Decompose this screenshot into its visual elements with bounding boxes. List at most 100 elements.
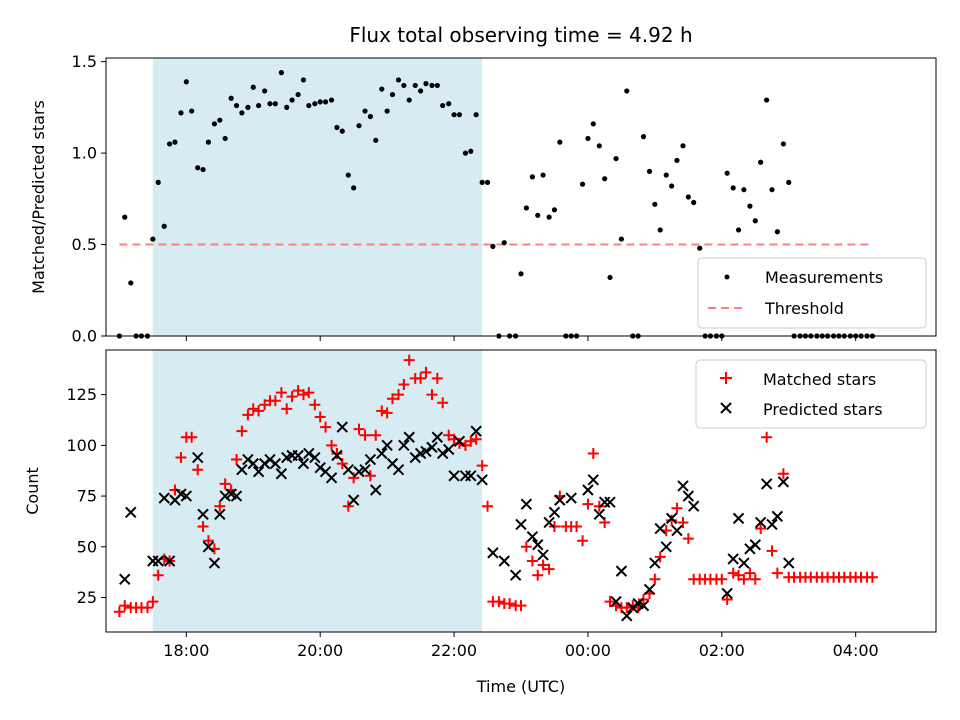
matched-star-point — [247, 403, 259, 415]
matched-star-point — [431, 372, 443, 384]
measurement-point — [697, 245, 703, 251]
predicted-star-point — [325, 472, 338, 484]
measurement-point — [685, 194, 691, 200]
predicted-star-point — [777, 476, 790, 488]
measurement-point — [155, 179, 161, 185]
measurement-point — [434, 82, 440, 89]
measurement-point — [211, 121, 218, 127]
predicted-star-point — [526, 530, 539, 543]
measurement-point — [451, 112, 457, 118]
measurement-point — [741, 187, 747, 193]
measurement-point — [546, 214, 552, 220]
measurement-point — [602, 176, 608, 182]
top-legend-box — [697, 257, 927, 329]
bottom-x-ticks: 18:00 20:00 22:00 00:00 02:00 04:00 — [163, 632, 879, 660]
predicted-star-point — [275, 468, 288, 480]
matched-star-point — [370, 429, 382, 441]
measurement-point — [646, 168, 653, 174]
matched-star-point — [482, 500, 494, 512]
matched-star-point — [152, 569, 164, 581]
predicted-star-point — [537, 549, 549, 561]
matched-star-point — [465, 435, 477, 447]
measurement-point — [339, 128, 345, 134]
measurement-point — [680, 143, 686, 149]
measurement-point — [195, 165, 201, 171]
matched-star-point — [303, 387, 315, 399]
matched-star-point — [286, 391, 298, 403]
predicted-star-point — [465, 470, 477, 482]
predicted-star-point — [336, 421, 348, 433]
predicted-star-point — [515, 518, 527, 531]
measurement-point — [663, 172, 669, 178]
measurement-point — [764, 97, 770, 103]
matched-star-point — [470, 433, 482, 445]
measurement-point — [462, 150, 469, 156]
matched-star-point — [386, 393, 398, 405]
matched-star-point — [219, 478, 231, 490]
predicted-star-point — [448, 470, 460, 482]
predicted-star-point — [208, 557, 221, 569]
measurement-point — [295, 91, 301, 98]
x-tick-label: 20:00 — [297, 641, 343, 660]
predicted-star-point — [392, 463, 405, 476]
matched-star-point — [275, 387, 287, 399]
measurement-point — [200, 166, 206, 173]
predicted-star-point — [643, 583, 656, 596]
predicted-star-point — [660, 541, 672, 553]
measurement-point — [786, 179, 792, 185]
matched-star-point — [654, 551, 666, 563]
bottom-axes-frame — [105, 349, 937, 633]
measurement-point — [585, 135, 591, 142]
predicted-star-point — [247, 457, 259, 470]
top-axes-frame — [105, 57, 937, 337]
predicted-star-point — [687, 500, 700, 512]
predicted-star-point — [554, 494, 566, 506]
predicted-star-point — [738, 557, 750, 569]
matched-star-point — [364, 470, 376, 482]
measurement-point — [691, 199, 697, 206]
matched-star-point — [353, 423, 365, 435]
predicted-star-point — [520, 498, 533, 510]
measurement-point — [446, 101, 452, 107]
measurement-point — [351, 185, 357, 191]
measurement-point — [484, 179, 491, 185]
measurement-point — [657, 227, 663, 233]
measurement-point — [262, 88, 268, 94]
measurement-point — [758, 159, 764, 165]
top-legend: Measurements Threshold — [697, 257, 927, 329]
matched-star-point — [393, 389, 405, 401]
measurement-point — [535, 212, 541, 218]
matched-star-point — [320, 421, 332, 433]
predicted-star-point — [637, 599, 650, 612]
measurement-point — [300, 77, 307, 83]
predicted-star-point — [236, 463, 248, 476]
predicted-star-point — [721, 587, 733, 600]
measurement-point — [256, 102, 262, 109]
matched-star-point — [532, 569, 544, 581]
measurement-point — [222, 135, 228, 142]
predicted-star-point — [152, 555, 164, 567]
matched-star-point — [242, 409, 254, 421]
measurement-point — [306, 102, 312, 109]
matched-star-point — [236, 425, 248, 437]
x-tick-label: 00:00 — [565, 641, 611, 660]
matched-star-point — [744, 567, 756, 579]
measurement-point — [607, 274, 613, 281]
predicted-star-point — [359, 463, 371, 476]
measurement-point — [183, 79, 189, 85]
measurement-point — [367, 113, 373, 120]
x-tick-label: 22:00 — [431, 641, 477, 660]
predicted-star-point — [487, 547, 499, 559]
predicted-star-point — [364, 453, 377, 466]
matched-star-point — [749, 573, 761, 585]
predicted-star-point — [565, 492, 577, 504]
matched-star-point — [437, 397, 449, 409]
matched-star-point — [671, 502, 683, 514]
measurement-point — [412, 82, 418, 89]
predicted-star-point — [342, 463, 355, 476]
matched-star-point — [504, 598, 516, 610]
predicted-star-point — [783, 557, 795, 569]
legend-predicted-label: Predicted stars — [763, 400, 883, 419]
measurement-point — [501, 240, 507, 246]
matched-star-point — [342, 500, 354, 512]
